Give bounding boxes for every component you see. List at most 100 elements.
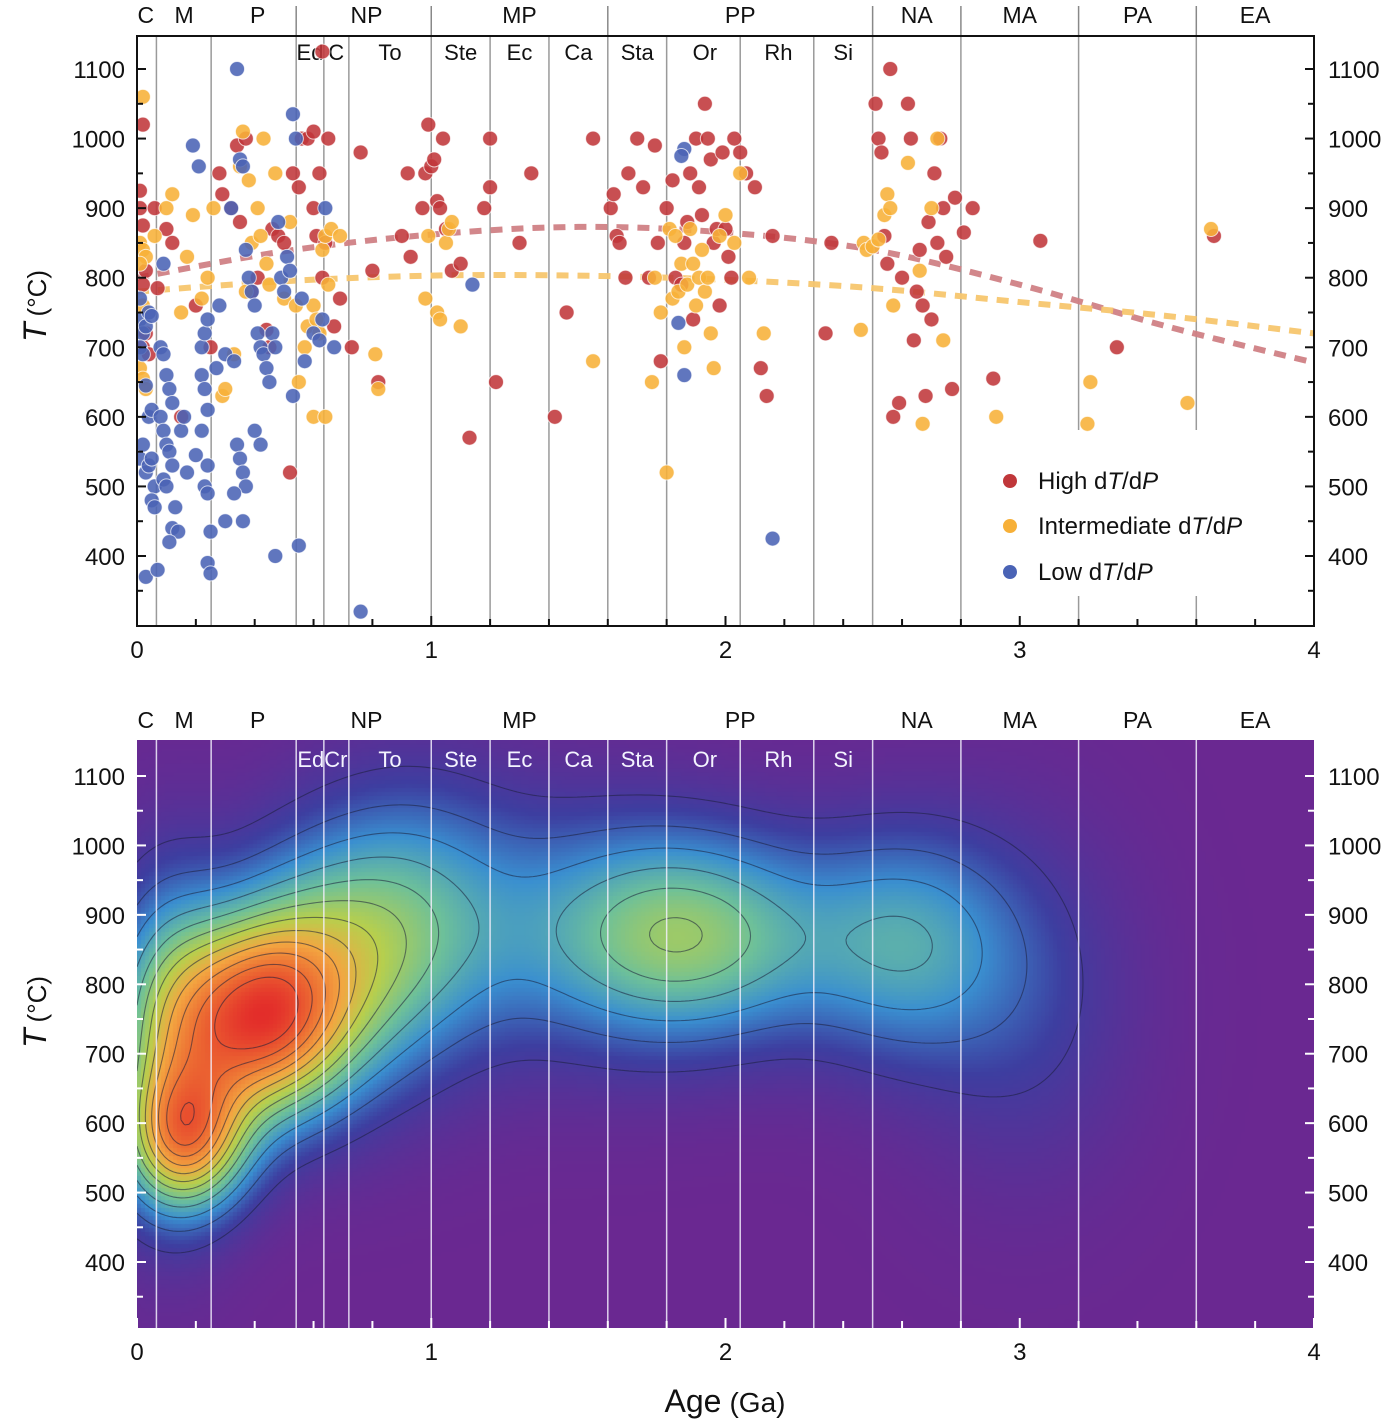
y-axis-title-bottom: T(°C): [17, 976, 53, 1048]
data-point: [193, 422, 210, 439]
data-point: [435, 130, 452, 147]
data-point: [635, 179, 652, 196]
y-tick-label-right: 500: [1328, 474, 1368, 501]
period-label: C: [328, 40, 344, 65]
data-point: [670, 314, 687, 331]
data-point: [646, 269, 663, 286]
data-point: [867, 95, 884, 112]
era-labels-top: C M P NP MP PP NA MA PA EA: [138, 2, 1272, 28]
data-point: [158, 200, 175, 217]
legend-item-low: Low dT/dP: [1003, 559, 1153, 586]
data-point: [234, 464, 251, 481]
data-point: [164, 234, 181, 251]
x-axis-title: Age (Ga): [665, 1383, 786, 1419]
data-point: [246, 297, 263, 314]
data-point: [231, 214, 248, 231]
data-point: [923, 200, 940, 217]
era-label: NA: [901, 707, 934, 733]
data-point: [926, 165, 943, 182]
density-panel: C M P NP MP PP NA MA PA EA EdCr To Ste Ec Ca Sta Or Rh Si…: [17, 707, 1381, 1419]
data-point: [605, 186, 622, 203]
data-point: [284, 387, 301, 404]
data-point: [764, 530, 781, 547]
y-tick-label-left: 500: [85, 1181, 125, 1208]
density-contour: [180, 976, 299, 1126]
data-point: [149, 280, 166, 297]
data-point: [482, 130, 499, 147]
data-point: [711, 297, 728, 314]
x-tick-label: 3: [1013, 1339, 1026, 1366]
era-label: EA: [1240, 707, 1271, 733]
data-point: [279, 248, 296, 265]
data-point: [237, 241, 254, 258]
period-label: To: [378, 40, 401, 65]
data-point: [685, 255, 702, 272]
data-point: [270, 214, 287, 231]
data-point: [161, 443, 178, 460]
data-point: [320, 130, 337, 147]
data-point: [914, 297, 931, 314]
data-point: [899, 95, 916, 112]
data-point: [726, 234, 743, 251]
data-point: [261, 276, 278, 293]
data-point: [658, 200, 675, 217]
density-contour: [138, 916, 379, 1183]
data-point: [320, 276, 337, 293]
data-point: [226, 353, 243, 370]
scatter-panel: C M P NP MP PP NA MA PA EA Ed C To Ste Ec Ca Sta Or Rh Si …: [17, 2, 1381, 664]
data-point: [305, 123, 322, 140]
data-point: [199, 311, 216, 328]
data-point: [511, 234, 528, 251]
era-label: P: [250, 2, 265, 28]
data-point: [699, 130, 716, 147]
data-point: [214, 186, 231, 203]
data-point: [146, 227, 163, 244]
data-point: [685, 311, 702, 328]
era-label: MA: [1003, 2, 1038, 28]
data-point: [911, 262, 928, 279]
data-point: [717, 207, 734, 224]
data-point: [1079, 415, 1096, 432]
y-tick-label-left: 500: [85, 474, 125, 501]
x-tick-label: 4: [1307, 1339, 1320, 1366]
y-tick-label-right: 400: [1328, 544, 1368, 571]
data-point: [237, 478, 254, 495]
data-point: [964, 200, 981, 217]
data-point: [870, 130, 887, 147]
data-point: [658, 464, 675, 481]
data-point: [240, 172, 257, 189]
era-label: NA: [901, 2, 934, 28]
data-point: [764, 227, 781, 244]
y-tick-label-left: 800: [85, 266, 125, 293]
data-point: [611, 234, 628, 251]
data-point: [205, 200, 222, 217]
data-point: [1108, 339, 1125, 356]
data-point: [679, 276, 696, 293]
data-point: [296, 353, 313, 370]
data-point: [284, 165, 301, 182]
data-point: [276, 283, 293, 300]
y-tick-label-right: 800: [1328, 972, 1368, 999]
data-point: [476, 200, 493, 217]
data-point: [332, 290, 349, 307]
era-label: PA: [1123, 707, 1153, 733]
data-point: [193, 290, 210, 307]
y-tick-label-left: 600: [85, 405, 125, 432]
data-point: [696, 95, 713, 112]
data-point: [585, 130, 602, 147]
data-point: [602, 200, 619, 217]
y-tick-label-left: 400: [85, 544, 125, 571]
data-point: [267, 339, 284, 356]
period-labels-top: Ed C To Ste Ec Ca Sta Or Rh Si: [297, 40, 853, 65]
data-point: [894, 269, 911, 286]
era-label: PA: [1123, 2, 1153, 28]
data-point: [558, 304, 575, 321]
data-point: [393, 227, 410, 244]
data-point: [955, 224, 972, 241]
data-point: [252, 227, 269, 244]
data-point: [290, 179, 307, 196]
data-point: [432, 200, 449, 217]
legend: High dT/dP Intermediate dT/dP Low dT/dP: [1003, 468, 1242, 586]
data-point: [755, 325, 772, 342]
legend-label-high: High dT/dP: [1038, 468, 1158, 495]
